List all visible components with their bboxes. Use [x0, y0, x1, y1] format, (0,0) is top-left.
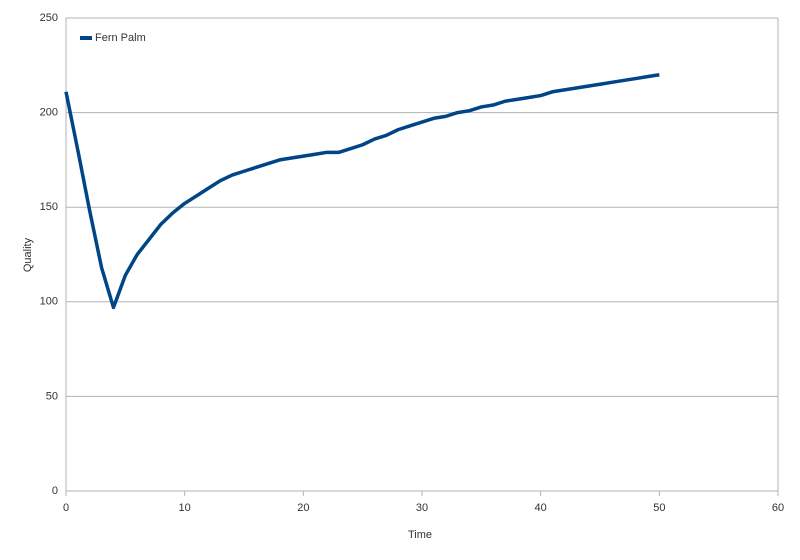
x-tick-label: 60 — [772, 502, 784, 514]
y-axis-label: Quality — [22, 237, 34, 272]
line-series — [64, 73, 660, 310]
x-tick-label: 40 — [535, 502, 547, 514]
x-tick-label: 50 — [653, 502, 665, 514]
y-tick-label: 250 — [40, 12, 58, 24]
plot-border — [65, 17, 779, 492]
legend-label: Fern Palm — [95, 32, 146, 44]
y-tick-label: 0 — [52, 485, 58, 497]
y-tick-label: 200 — [40, 107, 58, 119]
x-tick-label: 20 — [297, 502, 309, 514]
x-axis-label: Time — [408, 529, 432, 541]
x-tick-label: 10 — [179, 502, 191, 514]
y-tick-label: 150 — [40, 201, 58, 213]
y-tick-label: 50 — [46, 390, 58, 402]
y-tick-label: 100 — [40, 296, 58, 308]
x-tick-label: 30 — [416, 502, 428, 514]
x-tick-label: 0 — [63, 502, 69, 514]
